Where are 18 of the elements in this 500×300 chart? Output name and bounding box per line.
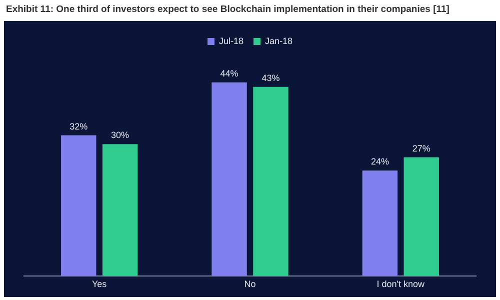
data-label: 27% — [412, 143, 430, 154]
bar — [362, 170, 398, 276]
data-label: 24% — [370, 156, 389, 166]
bar — [404, 157, 439, 276]
bar — [61, 135, 96, 276]
bar — [102, 144, 138, 276]
data-label: 30% — [111, 130, 130, 140]
bar — [253, 86, 288, 276]
x-tick-label: I don't know — [376, 279, 426, 290]
x-tick-label: Yes — [92, 279, 108, 290]
legend-label: Jul-18 — [218, 36, 244, 46]
bar — [212, 82, 247, 276]
x-tick-label: No — [244, 279, 256, 290]
legend-label: Jan-18 — [264, 36, 293, 46]
data-label: 43% — [262, 72, 280, 83]
data-label: 44% — [220, 68, 238, 78]
data-label: 32% — [70, 121, 88, 132]
chart-title: Exhibit 11: One third of investors expect to see Blockchain implementation in their companies [11] — [5, 3, 450, 17]
